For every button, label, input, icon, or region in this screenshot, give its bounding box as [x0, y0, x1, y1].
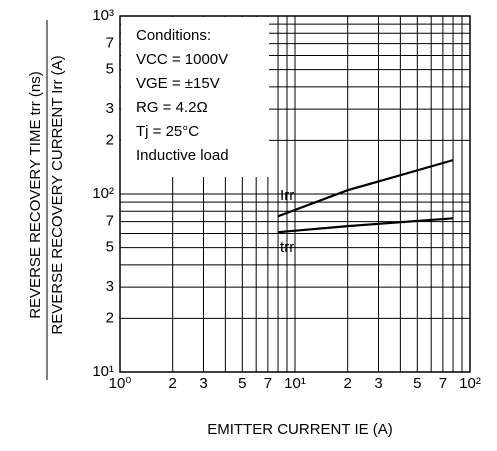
y-tick-label: 7: [106, 35, 114, 52]
x-tick-label: 3: [199, 375, 207, 392]
x-tick-label: 2: [344, 375, 352, 392]
series-line: [277, 159, 454, 218]
y-tick-label: 5: [106, 61, 114, 78]
annotation: Conditions:: [136, 27, 211, 44]
x-tick-label: 10²: [459, 375, 481, 392]
x-tick-label: 3: [374, 375, 382, 392]
x-tick-label: 7: [439, 375, 447, 392]
y-tick-label: 10²: [92, 185, 114, 202]
series-label: Irr: [280, 187, 294, 204]
y-tick-label: 5: [106, 239, 114, 256]
x-tick-label: 5: [238, 375, 246, 392]
y-tick-label: 2: [106, 309, 114, 326]
annotation: Tj = 25°C: [136, 123, 199, 140]
annotation: Inductive load: [136, 147, 229, 164]
annotation-box: [121, 17, 269, 177]
x-axis-label: EMITTER CURRENT IE (A): [207, 421, 393, 438]
x-tick-label: 10¹: [284, 375, 306, 392]
x-tick-label: 2: [169, 375, 177, 392]
x-tick-label: 7: [264, 375, 272, 392]
y-axis-label: REVERSE RECOVERY TIME trr (ns): [27, 71, 44, 319]
y-tick-label: 2: [106, 131, 114, 148]
y-tick-label: 10³: [92, 7, 114, 24]
annotation: RG = 4.2Ω: [136, 99, 208, 116]
series-label: trr: [280, 239, 294, 256]
y-axis-label-2: REVERSE RECOVERY CURRENT Irr (A): [49, 55, 66, 334]
annotation: VGE = ±15V: [136, 75, 220, 92]
plot-frame: [119, 15, 471, 373]
x-tick-label: 10⁰: [109, 375, 132, 392]
y-tick-label: 3: [106, 100, 114, 117]
x-tick-label: 5: [413, 375, 421, 392]
y-tick-label: 10¹: [92, 363, 114, 380]
series-line: [277, 217, 454, 234]
y-tick-label: 7: [106, 213, 114, 230]
annotation: VCC = 1000V: [136, 51, 228, 68]
y-tick-label: 3: [106, 278, 114, 295]
